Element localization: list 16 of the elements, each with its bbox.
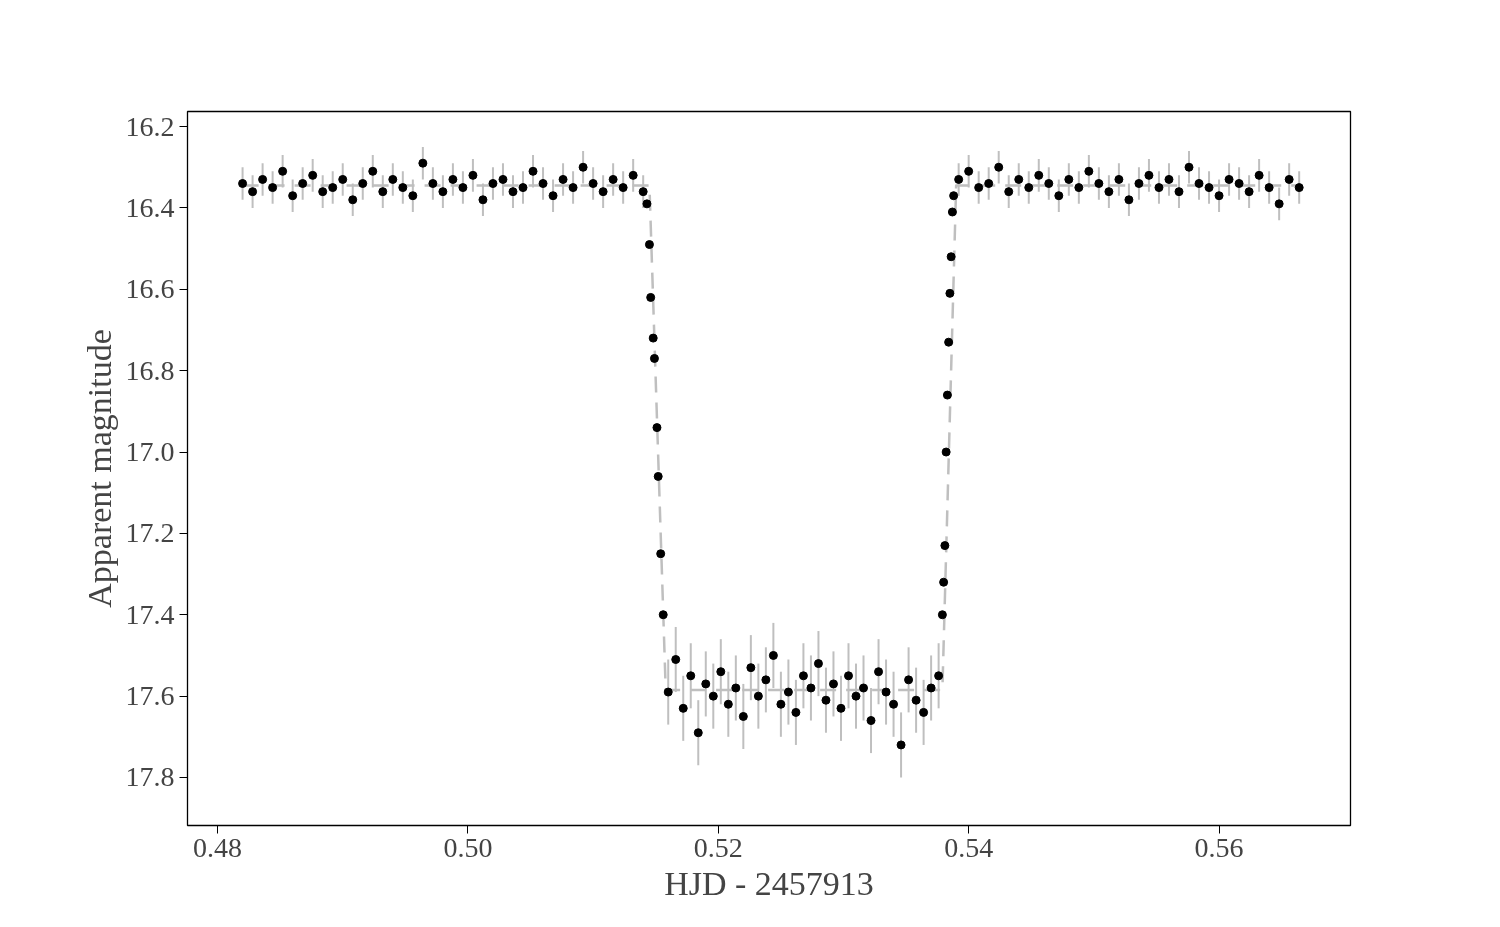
x-tick-label: 0.52 [693,831,743,863]
y-tick-label: 17.0 [125,436,175,468]
y-tick-label: 16.8 [125,354,175,386]
x-tick-label: 0.48 [193,831,243,863]
x-tick-label: 0.54 [944,831,994,863]
y-tick-label: 16.2 [125,110,175,142]
x-tick-label: 0.56 [1194,831,1244,863]
x-axis-title: HJD - 2457913 [664,864,874,902]
y-tick-label: 17.6 [125,680,175,712]
y-tick-label: 16.4 [125,191,175,223]
y-tick-label: 17.8 [125,761,175,793]
x-tick-label: 0.50 [443,831,493,863]
y-tick-label: 16.6 [125,273,175,305]
y-axis-title: Apparent magnitude [80,329,118,608]
y-tick-label: 17.2 [125,517,175,549]
y-tick-label: 17.4 [125,598,175,630]
